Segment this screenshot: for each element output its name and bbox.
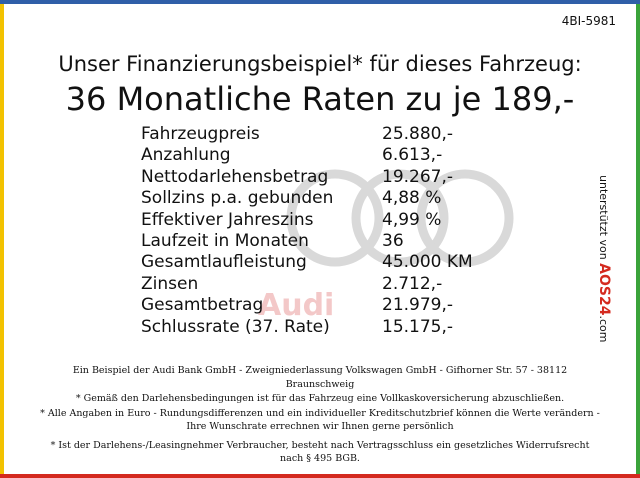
row-label: Schlussrate (37. Rate): [141, 316, 330, 337]
footer-note: Ein Beispiel der Audi Bank GmbH - Zweign…: [72, 365, 568, 390]
row-label: Gesamtlaufleistung: [141, 252, 307, 273]
top-border: [0, 0, 640, 4]
row-value: 6.613,-: [382, 145, 443, 166]
row-value: 21.979,-: [382, 295, 454, 316]
row-value: 19.267,-: [382, 166, 454, 187]
watermark: Audi: [258, 288, 335, 323]
row-value: 4,99 %: [382, 209, 442, 230]
row-value: 25.880,-: [382, 124, 454, 144]
right-border: [636, 4, 640, 474]
left-border: [0, 4, 4, 474]
row-label: Anzahlung: [141, 145, 231, 166]
logo: AOS24: [596, 263, 612, 316]
row-label: Gesamtbetrag: [141, 295, 264, 316]
row-label: Zinsen: [141, 273, 199, 294]
sidebar-text: unterstützt von: [597, 175, 610, 260]
row-label: Sollzins p.a. gebunden: [141, 188, 334, 209]
rings-watermark: [286, 169, 514, 267]
row-value: 4,88 %: [382, 188, 442, 209]
title: Unser Finanzierungsbeispiel* für dieses …: [58, 52, 582, 76]
sidebar: unterstützt von AOS24.com: [596, 175, 612, 342]
row-value: 2.712,-: [382, 273, 443, 294]
row-label: Effektiver Jahreszins: [141, 209, 314, 230]
headline: 36 Monatliche Raten zu je 189,-: [65, 80, 575, 118]
row-label: Nettodarlehensbetrag: [141, 166, 329, 187]
row-label: Laufzeit in Monaten: [141, 231, 309, 251]
footer-note: * Ist der Darlehens-/Leasingnehmer Verbr…: [50, 439, 590, 465]
row-value: 45.000 KM: [382, 252, 473, 273]
code: 4BI-5981: [561, 14, 616, 28]
footer-note: * Alle Angaben in Euro - Rundungsdiffere…: [40, 407, 600, 433]
domain: .com: [597, 315, 610, 343]
footer-note: * Gemäß den Darlehensbedingungen ist für…: [75, 393, 565, 404]
row-label: Fahrzeugpreis: [141, 124, 260, 144]
row-value: 36: [382, 231, 404, 251]
row-value: 15.175,-: [382, 316, 454, 337]
footer: Ein Beispiel der Audi Bank GmbH - Zweign…: [40, 364, 600, 467]
bottom-border: [0, 474, 640, 478]
